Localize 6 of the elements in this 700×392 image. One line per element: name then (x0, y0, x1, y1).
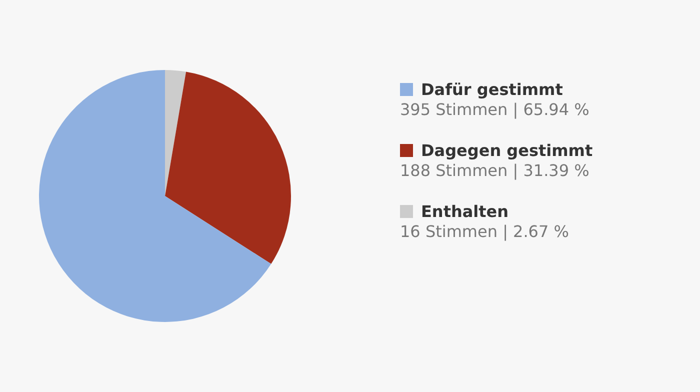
legend-label: Enthalten (421, 202, 509, 221)
legend-label: Dafür gestimmt (421, 80, 563, 99)
data-label: 16 Stimmen | 2.67 % (400, 222, 570, 241)
legend-label: Dagegen gestimmt (421, 141, 593, 160)
data-label: 395 Stimmen | 65.94 % (400, 100, 590, 119)
data-label: 188 Stimmen | 31.39 % (400, 161, 590, 180)
